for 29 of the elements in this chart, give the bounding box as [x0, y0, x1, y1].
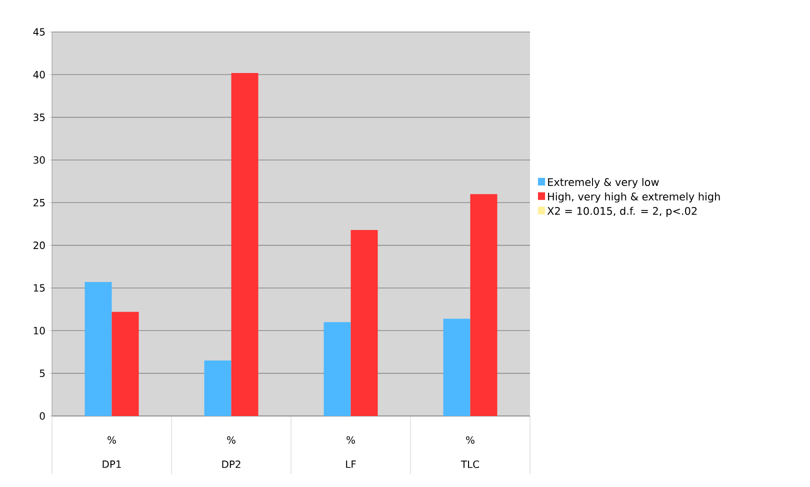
bar — [204, 360, 232, 416]
y-tick-label: 30 — [34, 156, 45, 164]
text: % — [108, 436, 116, 444]
legend-label: High, very high & extremely high — [548, 192, 720, 203]
y-tick-label: 15 — [34, 284, 45, 292]
legend-label: Extremely & very low — [548, 178, 659, 188]
text: % — [466, 436, 474, 444]
y-tick-label: 40 — [33, 70, 45, 78]
bar — [350, 230, 378, 416]
x-tick-label: LF — [346, 460, 356, 468]
text: % — [346, 436, 355, 444]
bar — [324, 322, 351, 416]
x-tick-label: DP2 — [222, 460, 240, 468]
y-tick-label: 10 — [34, 326, 45, 334]
y-tick-label: 20 — [34, 242, 45, 250]
y-tick-label: 45 — [33, 28, 45, 36]
y-tick-label: 0 — [40, 412, 45, 420]
x-tick-label: TLC — [460, 460, 480, 468]
y-tick-label: 5 — [40, 370, 45, 378]
y-tick-label: 25 — [34, 198, 45, 206]
x-tick-label: DP1 — [102, 460, 121, 468]
legend-label: X2 = 10.015, d.f. = 2, p<.02 — [547, 206, 697, 217]
text: % — [227, 436, 236, 444]
bar — [84, 282, 112, 416]
bar — [112, 312, 139, 416]
y-tick-label: 35 — [34, 114, 45, 122]
bar — [443, 318, 470, 416]
bar — [470, 194, 498, 416]
bar — [231, 72, 258, 416]
